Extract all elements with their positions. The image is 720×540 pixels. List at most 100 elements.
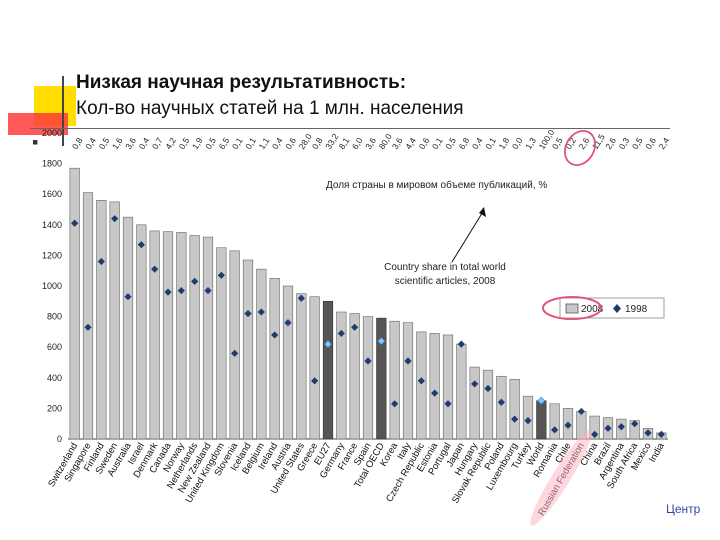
bar-switzerland — [69, 167, 80, 440]
bar-luxembourg — [509, 379, 520, 440]
markers — [71, 215, 665, 439]
marker-1998 — [351, 323, 359, 331]
marker-1998 — [457, 340, 465, 348]
bar-hungary — [469, 366, 480, 440]
bar-iceland — [242, 259, 254, 440]
bar-world — [536, 400, 547, 440]
marker-1998 — [311, 377, 319, 385]
marker-1998 — [657, 430, 665, 439]
marker-1998 — [323, 340, 333, 349]
bar-germany — [336, 311, 347, 440]
marker-1998 — [111, 215, 119, 223]
y-tick-label: 400 — [47, 373, 62, 383]
bar-japan — [456, 343, 467, 440]
bars — [69, 167, 667, 440]
bar-total-oecd — [376, 317, 387, 440]
decor-horizontal-line — [30, 128, 670, 129]
bar-china — [589, 415, 600, 440]
marker-1998 — [191, 277, 199, 286]
marker-1998 — [497, 398, 505, 406]
bar-united-states — [296, 293, 307, 440]
marker-1998 — [391, 400, 399, 408]
bar-norway — [176, 232, 187, 440]
bar-new-zealand — [202, 236, 214, 440]
marker-1998 — [511, 415, 519, 423]
legend-label-2008: 2008 — [581, 304, 604, 315]
marker-1998 — [377, 337, 386, 346]
marker-1998 — [631, 420, 639, 428]
bar-belgium — [256, 268, 267, 440]
bar-denmark — [149, 230, 160, 440]
bar-ireland — [269, 278, 280, 440]
slide-title: Низкая научная результативность: — [76, 72, 407, 93]
bar-netherlands — [189, 235, 200, 440]
legend-marker-1998 — [613, 304, 621, 313]
legend-swatch-2008 — [565, 303, 579, 314]
marker-1998 — [564, 421, 572, 429]
y-tick-label: 1200 — [42, 250, 62, 260]
bar-sweden — [109, 201, 120, 440]
marker-1998 — [164, 288, 172, 296]
marker-1998 — [137, 241, 145, 249]
marker-1998 — [231, 349, 239, 357]
bar-italy — [402, 322, 414, 440]
country-share-note-line1: Country share in total world — [384, 262, 506, 273]
bar-romania — [549, 403, 560, 440]
bar-singapore — [82, 192, 94, 440]
marker-1998 — [284, 319, 292, 327]
x-tick-label: India — [647, 440, 667, 464]
marker-1998 — [551, 426, 559, 434]
marker-1998 — [217, 271, 225, 279]
marker-1998 — [151, 265, 159, 273]
bar-united-kingdom — [216, 247, 227, 440]
bar-eu27 — [322, 300, 334, 440]
bar-spain — [362, 316, 374, 440]
marker-1998 — [484, 384, 492, 393]
marker-1998 — [444, 400, 452, 408]
legend-label-1998: 1998 — [625, 304, 648, 315]
annotation-arrowhead — [479, 207, 486, 217]
y-tick-label: 800 — [47, 312, 62, 322]
slide-subtitle: Кол-во научных статей на 1 млн. населени… — [76, 98, 464, 119]
marker-1998 — [524, 417, 532, 425]
bar-poland — [496, 375, 507, 440]
decor-vertical-line — [62, 76, 64, 146]
russia-label-highlight — [530, 430, 592, 526]
y-tick-label: 1800 — [42, 159, 62, 169]
bar-canada — [162, 231, 174, 440]
bar-greece — [309, 296, 320, 440]
marker-1998 — [417, 377, 425, 385]
marker-1998 — [271, 331, 279, 339]
y-tick-label: 2000 — [42, 128, 62, 138]
marker-1998 — [97, 257, 105, 266]
legend: 2008 1998 — [559, 297, 665, 319]
legend-box — [559, 297, 665, 319]
marker-1998 — [577, 407, 585, 416]
marker-1998 — [617, 423, 625, 431]
bar-austria — [282, 285, 294, 440]
y-tick-label: 600 — [47, 342, 62, 352]
decor-red-bar — [8, 113, 68, 135]
y-tick-label: 0 — [57, 434, 62, 444]
y-tick-label: 1400 — [42, 220, 62, 230]
marker-1998 — [204, 286, 212, 295]
marker-1998 — [604, 424, 612, 432]
marker-1998 — [337, 329, 345, 338]
bar-israel — [136, 224, 147, 440]
y-tick-label: 1000 — [42, 281, 62, 291]
bar-czech-republic — [416, 331, 427, 440]
marker-1998 — [257, 308, 265, 316]
marker-1998 — [124, 293, 132, 301]
bullet-marker: ▪ — [32, 132, 39, 152]
marker-1998 — [297, 294, 305, 302]
marker-1998 — [364, 357, 372, 365]
marker-1998 — [431, 389, 439, 397]
annotation-arrow — [451, 209, 485, 263]
bar-portugal — [442, 334, 454, 440]
marker-1998 — [71, 219, 79, 227]
marker-1998 — [471, 380, 479, 388]
share-highlight-circle — [564, 130, 596, 166]
marker-1998 — [244, 309, 252, 318]
y-tick-label: 200 — [47, 403, 62, 413]
